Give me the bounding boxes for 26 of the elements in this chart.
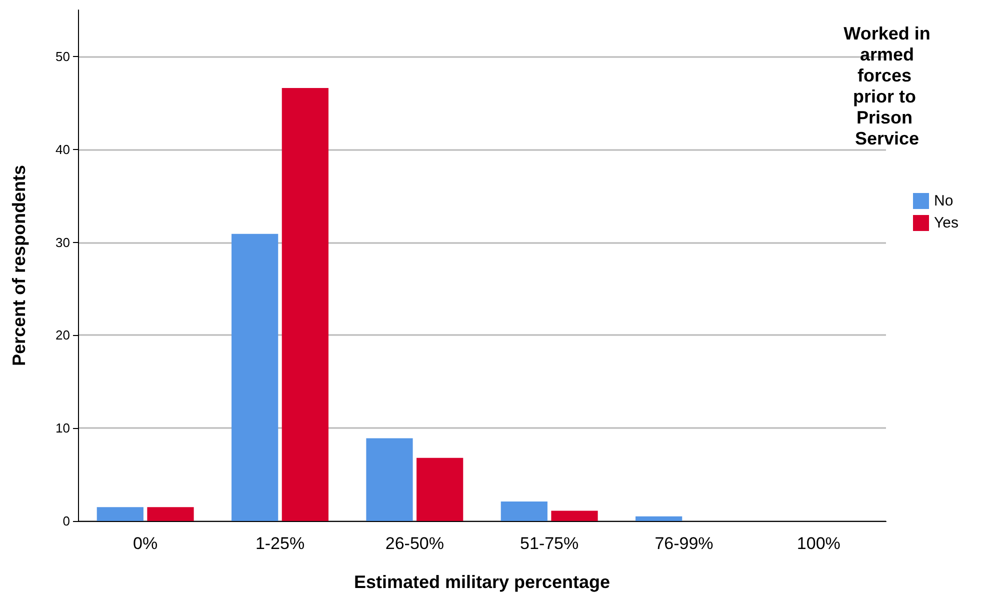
x-tick-label: 1-25% xyxy=(255,534,305,553)
x-tick-label: 100% xyxy=(796,534,840,553)
y-tick-label: 20 xyxy=(56,328,70,343)
legend-title: Worked in armed forces prior to Prison Service xyxy=(844,24,930,148)
y-tick-label: 50 xyxy=(56,48,70,64)
bar xyxy=(636,516,682,521)
bar xyxy=(147,507,194,521)
legend-label: Yes xyxy=(934,214,958,232)
bar xyxy=(282,88,328,521)
y-tick-label: 0 xyxy=(62,514,70,528)
x-tick-label: 76-99% xyxy=(654,534,714,553)
bar xyxy=(366,438,413,521)
bar xyxy=(232,234,278,521)
bar xyxy=(551,510,598,521)
legend-label: No xyxy=(934,192,954,210)
bar xyxy=(96,507,144,521)
y-tick-label: 30 xyxy=(56,234,70,250)
x-tick-label: 0% xyxy=(133,534,158,553)
y-tick-label: 40 xyxy=(56,142,70,157)
bar xyxy=(416,458,464,521)
x-tick-label: 26-50% xyxy=(385,534,444,553)
y-axis-title: Percent of respondents xyxy=(9,164,29,366)
bar xyxy=(500,501,548,521)
x-tick-label: 51-75% xyxy=(520,534,579,553)
x-axis-title: Estimated military percentage xyxy=(354,572,610,592)
y-tick-label: 10 xyxy=(56,420,70,436)
